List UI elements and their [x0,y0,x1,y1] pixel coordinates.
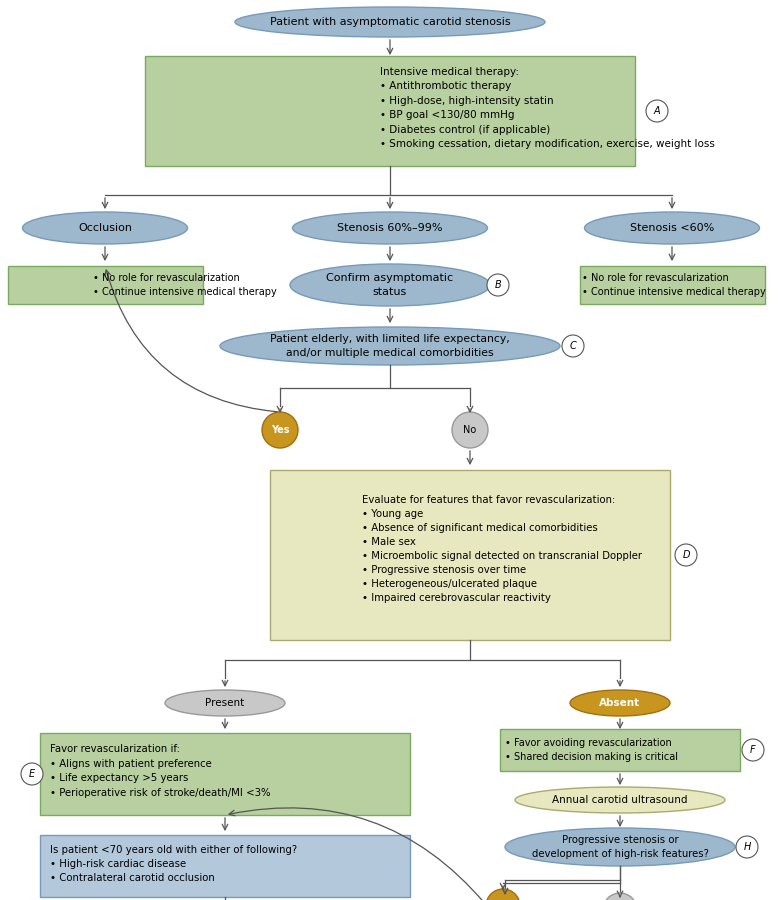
Text: Annual carotid ultrasound: Annual carotid ultrasound [552,795,688,805]
Circle shape [452,412,488,448]
Circle shape [675,544,697,566]
Text: Patient with asymptomatic carotid stenosis: Patient with asymptomatic carotid stenos… [269,17,510,27]
Text: Stenosis 60%–99%: Stenosis 60%–99% [337,223,443,233]
Bar [270,470,670,640]
Text: • No role for revascularization
• Continue intensive medical therapy: • No role for revascularization • Contin… [93,273,276,297]
Text: No: No [463,425,476,435]
Ellipse shape [570,690,670,716]
Text: Is patient <70 years old with either of following?
• High-risk cardiac disease
•: Is patient <70 years old with either of … [50,844,297,884]
Text: Evaluate for features that favor revascularization:
• Young age
• Absence of sig: Evaluate for features that favor revascu… [362,495,642,603]
Circle shape [486,889,520,900]
Circle shape [646,100,668,122]
Circle shape [742,739,764,761]
Bar [500,729,740,771]
Ellipse shape [235,7,545,37]
Circle shape [736,836,758,858]
Bar [580,266,765,304]
Text: Absent: Absent [600,698,640,708]
Circle shape [21,763,43,785]
Text: A: A [654,106,660,116]
Circle shape [262,412,298,448]
Ellipse shape [293,212,487,244]
Ellipse shape [505,828,735,866]
Bar [8,266,202,304]
Bar [145,56,635,166]
Text: D: D [683,550,690,560]
Text: C: C [569,341,576,351]
Ellipse shape [584,212,759,244]
Text: Present: Present [205,698,244,708]
FancyArrowPatch shape [229,808,485,900]
Ellipse shape [220,327,560,365]
Ellipse shape [290,264,490,306]
Text: Confirm asymptomatic
status: Confirm asymptomatic status [326,274,454,297]
Text: Progressive stenosis or
development of high-risk features?: Progressive stenosis or development of h… [532,835,708,859]
Text: Yes: Yes [271,425,289,435]
Bar [40,835,410,897]
Circle shape [562,335,584,357]
Text: Patient elderly, with limited life expectancy,
and/or multiple medical comorbidi: Patient elderly, with limited life expec… [270,335,510,357]
Circle shape [487,274,509,296]
Text: Intensive medical therapy:
• Antithrombotic therapy
• High-dose, high-intensity : Intensive medical therapy: • Antithrombo… [380,67,715,149]
Text: Stenosis <60%: Stenosis <60% [629,223,714,233]
Text: Favor revascularization if:
• Aligns with patient preference
• Life expectancy >: Favor revascularization if: • Aligns wit… [50,744,270,797]
Ellipse shape [165,690,285,716]
Text: F: F [751,745,756,755]
Bar [40,733,410,815]
FancyArrowPatch shape [105,270,277,412]
Circle shape [603,893,637,900]
Text: • Favor avoiding revascularization
• Shared decision making is critical: • Favor avoiding revascularization • Sha… [505,738,678,762]
Text: Occlusion: Occlusion [78,223,132,233]
Text: E: E [29,769,35,779]
Text: H: H [744,842,751,852]
Text: B: B [494,280,501,290]
Text: • No role for revascularization
• Continue intensive medical therapy: • No role for revascularization • Contin… [582,273,765,297]
Ellipse shape [515,787,725,813]
Ellipse shape [23,212,187,244]
